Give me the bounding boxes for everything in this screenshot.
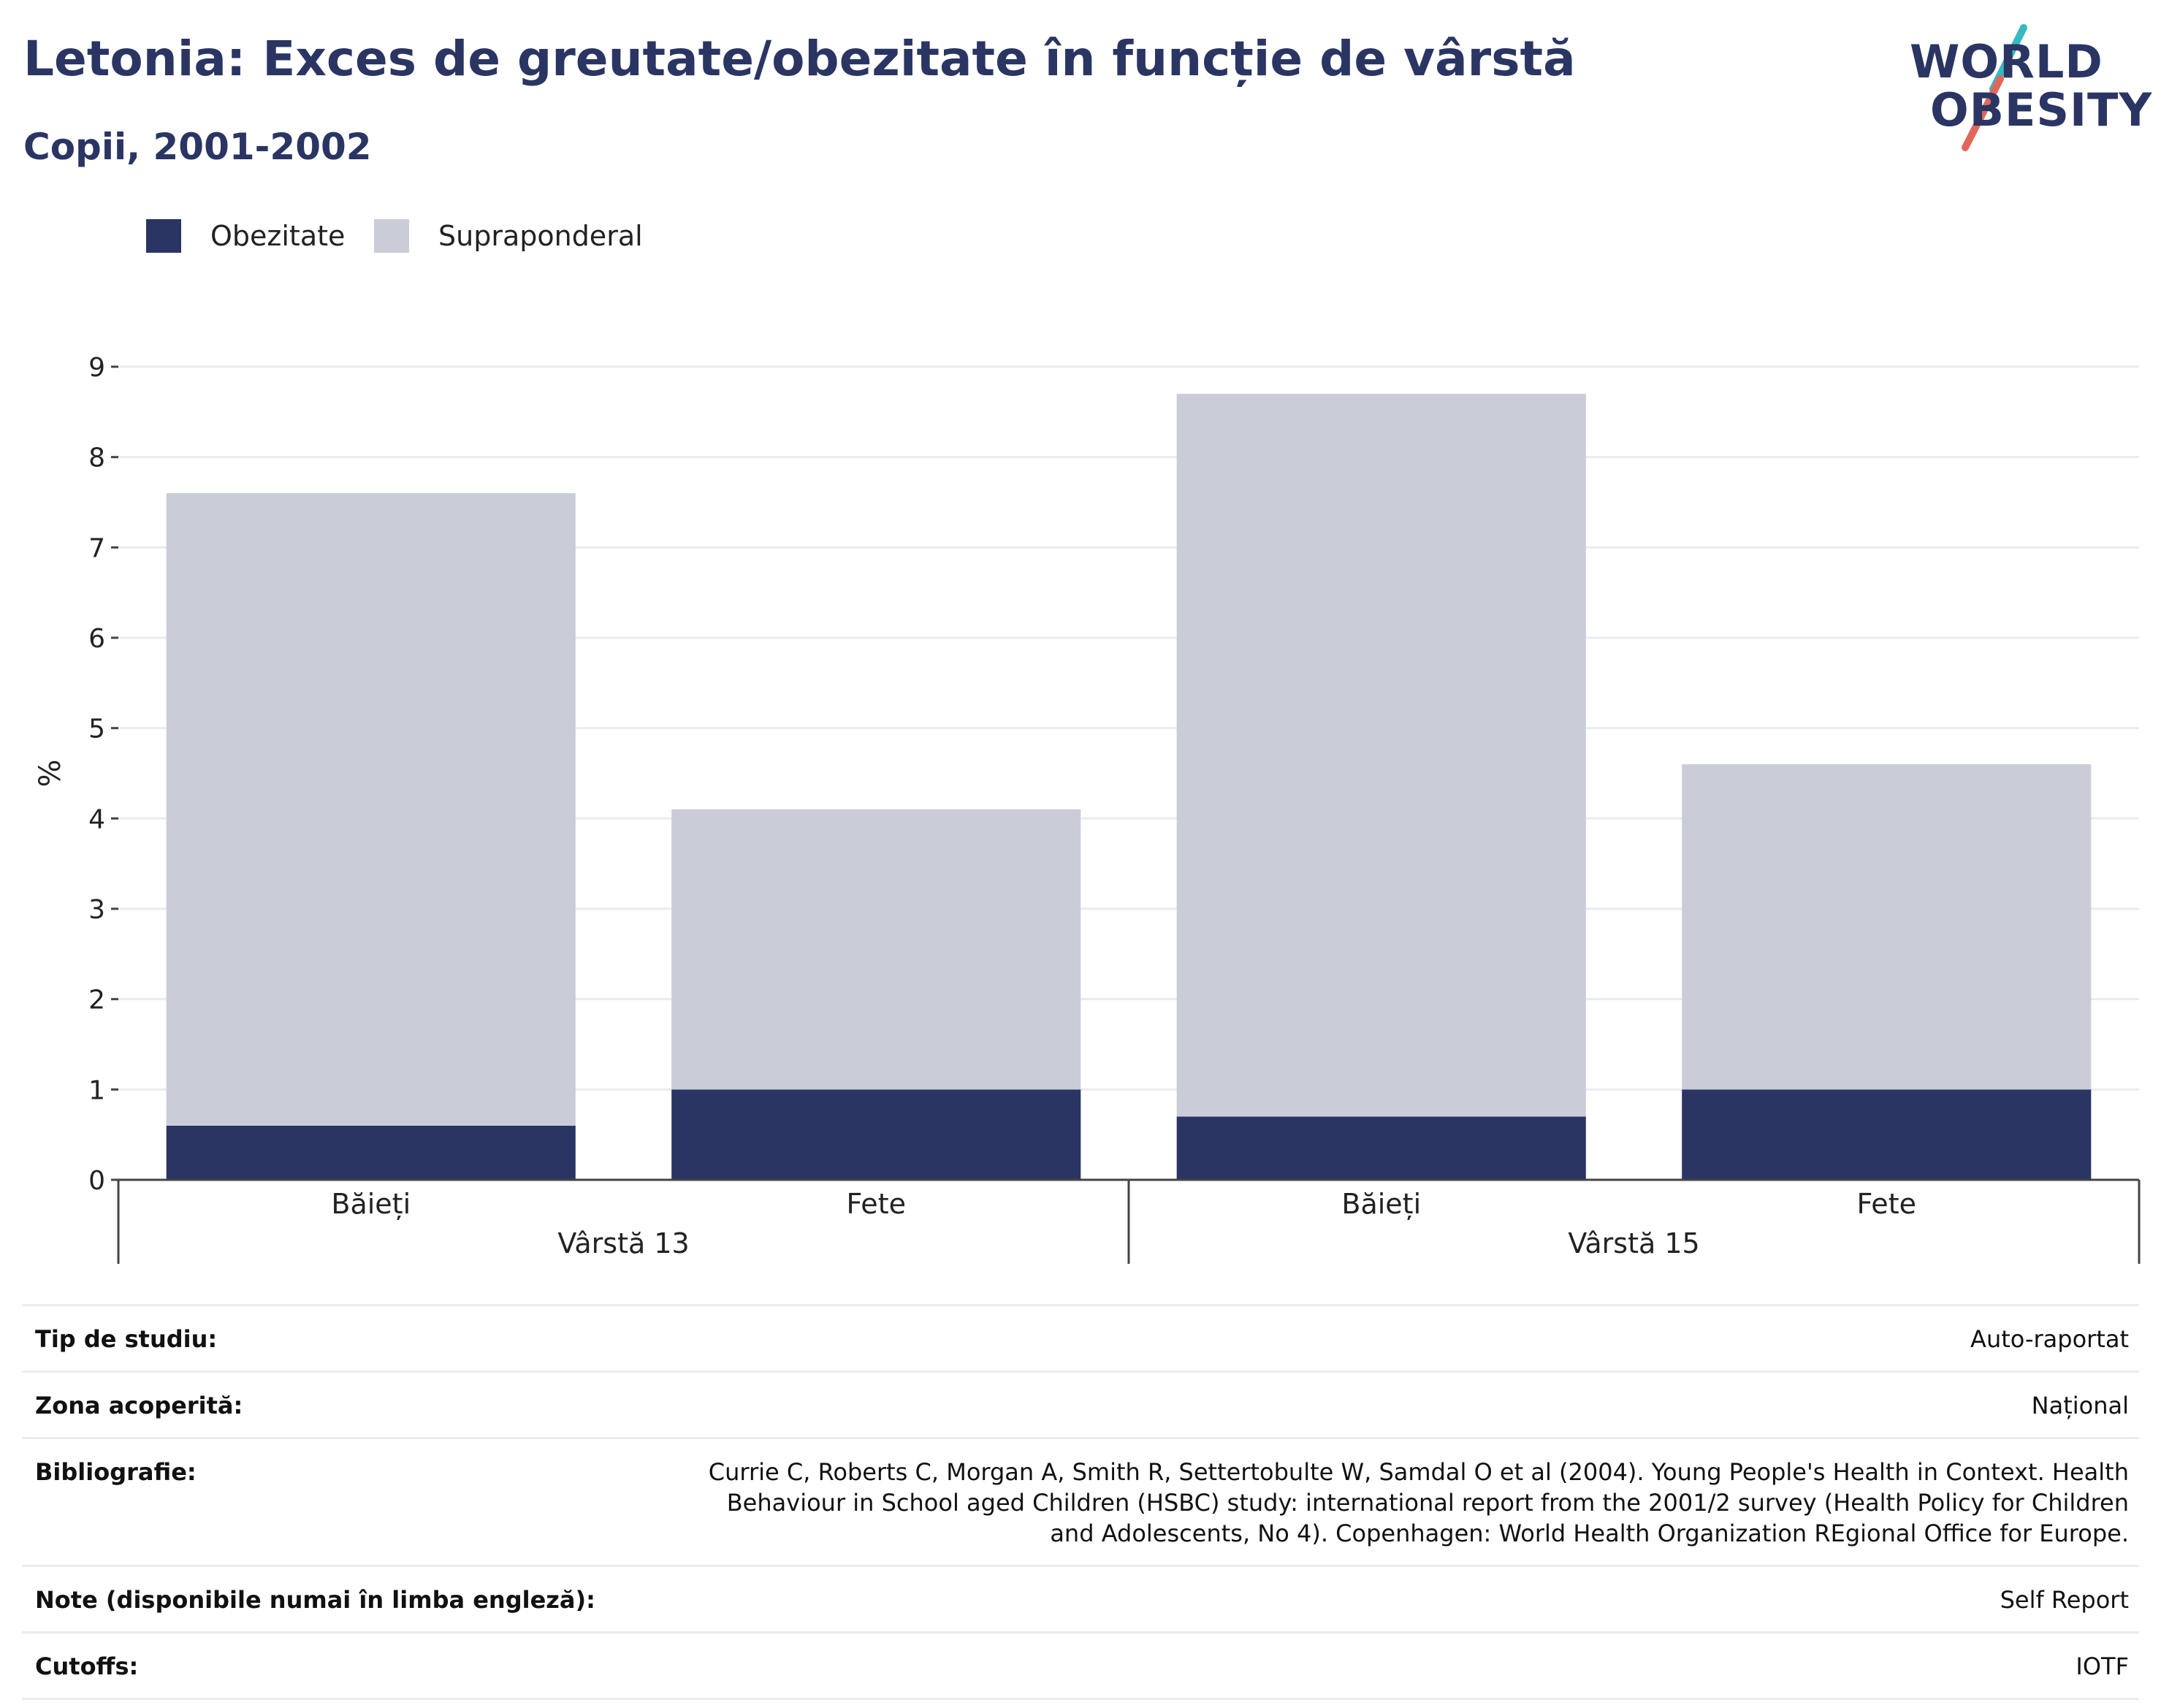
info-key: Cutoffs: xyxy=(35,1652,139,1680)
legend-swatch-supraponderal xyxy=(374,219,409,253)
page-subtitle: Copii, 2001-2002 xyxy=(23,126,372,168)
x-category-label: Fete xyxy=(1857,1188,1916,1220)
info-key: Bibliografie: xyxy=(35,1458,197,1486)
page-title: Letonia: Exces de greutate/obezitate în … xyxy=(23,31,1576,87)
bar-supraponderal xyxy=(166,493,576,1126)
bar-obezitate xyxy=(166,1125,576,1180)
y-tick-label: 9 xyxy=(88,353,105,383)
y-tick-label: 0 xyxy=(88,1166,105,1196)
info-row-bibliography: Bibliografie: Currie C, Roberts C, Morga… xyxy=(22,1437,2139,1565)
info-value: Național xyxy=(2031,1392,2129,1419)
y-tick-label: 1 xyxy=(88,1075,105,1105)
logo-slash-icon xyxy=(1962,24,2027,151)
x-category-label: Băieți xyxy=(331,1188,411,1220)
bar-supraponderal xyxy=(1682,764,2092,1090)
y-tick-label: 5 xyxy=(88,714,105,744)
x-group-label: Vârstă 13 xyxy=(557,1227,689,1259)
info-row-notes: Note (disponibile numai în limba engleză… xyxy=(22,1565,2139,1631)
info-row-cutoffs: Cutoffs: IOTF xyxy=(22,1631,2139,1700)
y-tick-label: 2 xyxy=(88,985,105,1015)
x-group-label: Vârstă 15 xyxy=(1568,1227,1699,1259)
logo-word-world: WORLD xyxy=(1910,35,2103,88)
x-category-label: Băieți xyxy=(1341,1188,1421,1220)
legend-label-obezitate: Obezitate xyxy=(210,220,346,252)
bar-obezitate xyxy=(1176,1116,1586,1180)
y-axis-label: % xyxy=(34,759,67,787)
legend-swatch-obezitate xyxy=(146,219,181,253)
info-value: Currie C, Roberts C, Morgan A, Smith R, … xyxy=(708,1458,2129,1547)
logo-word-obesity: OBESITY xyxy=(1930,83,2153,137)
info-row-coverage: Zona acoperită: Național xyxy=(22,1370,2139,1437)
info-value: Self Report xyxy=(2000,1586,2129,1614)
info-value: IOTF xyxy=(2076,1652,2129,1680)
info-key: Note (disponibile numai în limba engleză… xyxy=(35,1586,595,1614)
bar-obezitate xyxy=(1682,1089,2092,1180)
world-obesity-logo: WORLD OBESITY xyxy=(1899,22,2152,153)
bar-supraponderal xyxy=(671,809,1081,1090)
y-tick-label: 7 xyxy=(88,533,105,563)
y-tick-label: 6 xyxy=(88,624,105,654)
study-info-table: Tip de studiu: Auto-raportat Zona acoper… xyxy=(22,1304,2139,1700)
info-value: Auto-raportat xyxy=(1970,1325,2129,1353)
legend-label-supraponderal: Supraponderal xyxy=(438,220,643,252)
y-tick-label: 8 xyxy=(88,443,105,473)
info-key: Zona acoperită: xyxy=(35,1392,243,1419)
y-tick-label: 3 xyxy=(88,895,105,925)
y-tick-label: 4 xyxy=(88,804,105,834)
bar-obezitate xyxy=(671,1089,1081,1180)
x-category-label: Fete xyxy=(847,1188,906,1220)
bar-supraponderal xyxy=(1176,394,1586,1117)
info-key: Tip de studiu: xyxy=(35,1325,218,1353)
stacked-bar-chart: 0 1 2 3 4 5 6 7 8 9% Băieți Fete Băieți Fete Vârstă 13… xyxy=(34,353,2141,1264)
info-row-study-type: Tip de studiu: Auto-raportat xyxy=(22,1304,2139,1370)
